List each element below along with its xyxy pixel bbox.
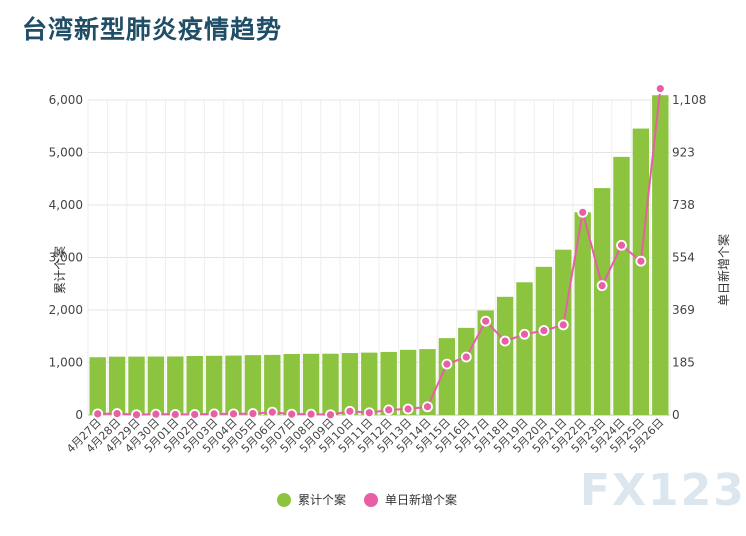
line-point [596,280,608,292]
bar [574,212,591,415]
y2-tick-label: 738 [672,198,695,212]
bar [593,188,611,415]
line-point [228,408,239,420]
bar-series [89,95,669,416]
bar [186,355,203,415]
line-point [635,255,647,267]
bar [322,353,339,415]
line-point [499,335,511,347]
bar [477,310,494,415]
legend-bar-label: 累计个案 [298,492,346,507]
line-point [654,83,666,95]
watermark: FX123 [580,465,746,516]
line-point [557,319,569,331]
bar [535,266,553,415]
y-axis-title: 累计个案 [52,246,67,294]
y2-tick-label: 0 [672,408,680,422]
y2-tick-label: 369 [672,303,695,317]
bar [380,351,397,415]
line-point [363,407,375,419]
line-point [325,409,336,421]
bar [225,355,242,415]
legend: 累计个案 单日新增个案 [277,492,457,507]
bar [516,282,533,415]
line-point [616,239,627,251]
bar [264,354,281,415]
y2-axis-title: 单日新增个案 [716,234,731,306]
line-point [189,409,201,420]
line-points [92,83,666,421]
bar [147,356,165,415]
bar [632,128,650,415]
bar [108,356,126,415]
bar [496,296,514,415]
line-point [538,325,550,336]
y2-tick-label: 923 [672,146,695,160]
line-point [169,409,181,420]
bar [283,353,300,415]
y2-tick-label: 185 [672,356,695,370]
line-point [402,403,414,415]
bar [205,355,223,415]
bar [244,355,262,415]
line-point [111,408,123,419]
bar [458,327,475,415]
y-tick-label: 5,000 [49,146,83,160]
bar [555,249,572,415]
bar [302,353,320,415]
y-tick-label: 2,000 [49,303,83,317]
bar [399,349,417,415]
bar [128,356,145,415]
x-axis-ticks: 4月27日4月28日4月29日4月30日5月01日5月02日5月03日5月04日… [64,416,666,456]
line-point [344,405,356,417]
line-point [577,206,589,218]
bar [167,356,184,415]
line-point [460,351,472,363]
legend-line-swatch [364,493,378,507]
gridlines [87,99,671,416]
line-point [441,358,453,370]
line-point [305,408,317,420]
line-point [92,408,104,420]
bar [613,156,630,416]
y-axis-ticks: 0 1,000 2,000 3,000 4,000 5,000 6,000 [49,93,83,422]
y-tick-label: 6,000 [49,93,83,107]
line-point [247,408,259,419]
legend-line-label: 单日新增个案 [385,492,457,507]
line-point [131,409,142,421]
y2-tick-label: 1,108 [672,93,706,107]
bar [89,357,106,415]
bar [341,353,359,415]
y2-tick-label: 554 [672,251,695,265]
line-point [480,315,492,327]
y-tick-label: 3,000 [49,251,83,265]
bar [361,352,378,415]
y-tick-label: 0 [75,408,83,422]
line-point [422,401,433,413]
line-point [150,408,162,420]
bar [652,95,669,415]
y2-axis-ticks: 0 185 369 554 738 923 1,108 [672,93,706,422]
line-point [208,408,220,420]
y-tick-label: 4,000 [49,198,83,212]
line-point [266,406,278,418]
bar [438,338,456,415]
chart-title: 台湾新型肺炎疫情趋势 [22,15,283,44]
legend-bar-swatch [277,493,291,507]
line-point [383,404,395,416]
line-point [286,408,298,420]
line-point [519,328,530,340]
y-tick-label: 1,000 [49,356,83,370]
